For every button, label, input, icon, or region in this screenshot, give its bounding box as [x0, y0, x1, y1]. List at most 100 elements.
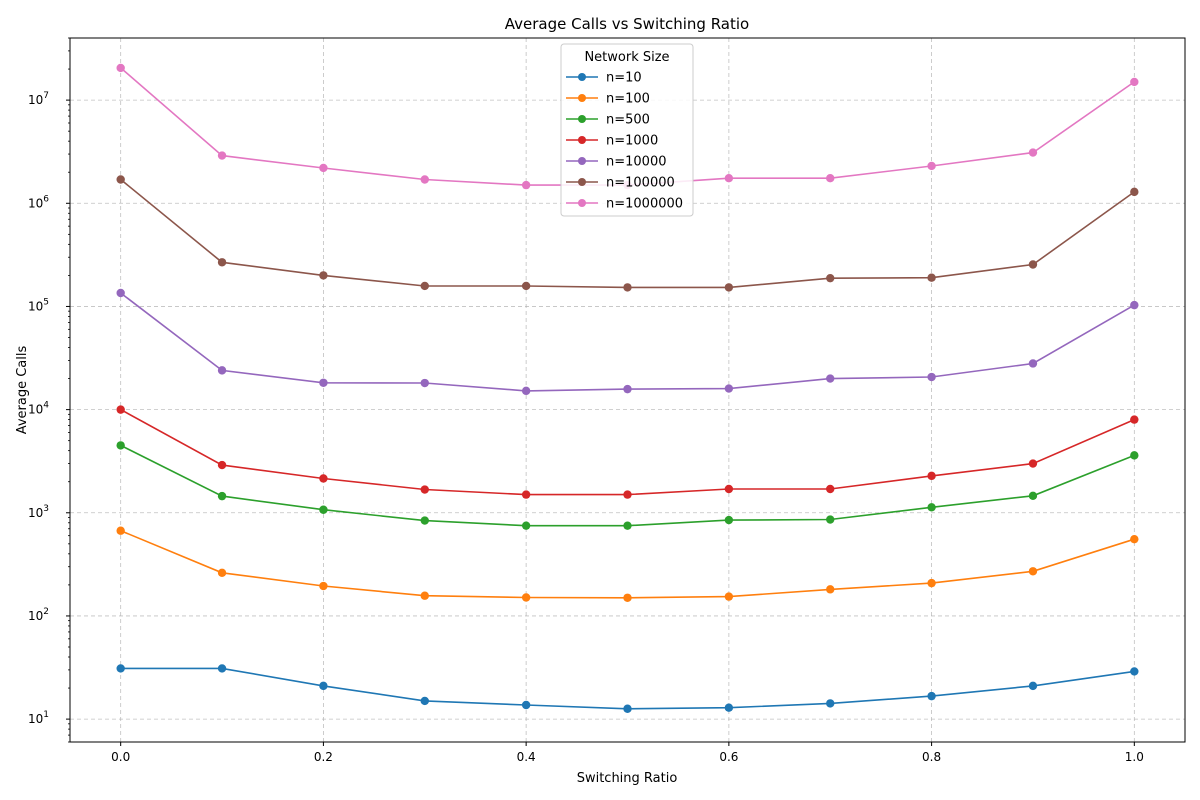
data-point [319, 378, 328, 387]
data-point [724, 384, 734, 393]
data-point [420, 696, 429, 706]
data-point [217, 151, 227, 160]
data-point [420, 516, 429, 525]
data-point [724, 484, 734, 494]
legend-marker [578, 115, 586, 123]
legend-marker [578, 199, 586, 207]
data-point [217, 366, 227, 375]
data-point [1130, 415, 1139, 424]
data-point [623, 384, 632, 394]
y-tick-exponent: 6 [43, 194, 49, 204]
data-point [1028, 148, 1038, 157]
x-tick-label: 0.2 [314, 750, 333, 764]
data-point [116, 405, 125, 414]
data-point [724, 515, 734, 525]
data-point [116, 63, 125, 73]
series-layer [116, 63, 1139, 713]
x-tick-label: 0.0 [111, 750, 130, 764]
series-n=1000 [116, 405, 1139, 499]
x-tick-label: 0.6 [719, 750, 738, 764]
data-point [623, 704, 632, 713]
data-point [927, 372, 936, 382]
chart-title: Average Calls vs Switching Ratio [505, 15, 749, 33]
legend-frame [560, 43, 694, 217]
data-point [1130, 77, 1139, 87]
data-point [217, 258, 227, 267]
legend-label: n=10 [606, 71, 642, 86]
data-point [927, 578, 936, 588]
data-point [217, 491, 227, 501]
legend-label: n=1000 [606, 134, 658, 149]
x-tick-label: 0.8 [922, 750, 941, 764]
data-point [1028, 491, 1038, 501]
data-point [1028, 260, 1038, 269]
data-point [1028, 359, 1038, 368]
data-point [116, 526, 125, 535]
legend-label: n=1000000 [606, 197, 683, 212]
x-tick-label: 0.4 [517, 750, 536, 764]
legend-marker [578, 136, 586, 144]
data-point [521, 700, 531, 710]
data-point [319, 163, 328, 173]
data-point [623, 490, 632, 499]
data-point [724, 283, 734, 292]
data-point [1130, 534, 1139, 544]
y-tick-exponent: 3 [43, 504, 49, 514]
plot-frame [69, 37, 1186, 743]
y-tick-exponent: 1 [43, 710, 49, 720]
legend-label: n=10000 [606, 155, 667, 170]
data-point [217, 460, 227, 470]
y-tick-exponent: 2 [43, 607, 49, 617]
data-point [116, 288, 125, 298]
data-point [420, 175, 429, 184]
data-point [521, 180, 531, 190]
x-axis-label: Switching Ratio [577, 771, 678, 786]
legend-marker [578, 157, 586, 165]
data-point [724, 592, 734, 601]
data-point [927, 471, 936, 481]
data-point [116, 175, 125, 184]
legend-marker [578, 94, 586, 102]
data-point [927, 161, 936, 171]
data-point [826, 515, 835, 524]
data-point [1028, 459, 1038, 468]
data-point [521, 521, 531, 530]
series-n=10000 [116, 288, 1139, 396]
series-n=100000 [116, 175, 1139, 292]
data-point [116, 664, 125, 673]
series-n=500 [116, 441, 1139, 530]
legend: Network Size n=10 n=100 n=500 n=1000 n=10000… [560, 43, 694, 217]
data-point [623, 521, 632, 530]
data-point [319, 681, 328, 691]
data-point [217, 664, 227, 673]
data-point [217, 568, 227, 577]
data-point [826, 484, 835, 494]
data-point [116, 441, 125, 450]
x-axis: 0.0 0.2 0.4 0.6 0.8 1.0 [111, 742, 1144, 764]
y-axis-label: Average Calls [15, 345, 30, 434]
data-point [319, 505, 328, 514]
data-point [1130, 187, 1139, 197]
legend-label: n=100 [606, 92, 650, 107]
data-point [826, 699, 835, 708]
data-point [826, 174, 835, 183]
series-n=10 [116, 664, 1139, 713]
legend-label: n=100000 [606, 176, 675, 191]
data-point [724, 174, 734, 183]
legend-title: Network Size [584, 50, 669, 65]
data-point [826, 374, 835, 383]
data-point [826, 273, 835, 283]
data-point [319, 271, 328, 280]
data-point [927, 691, 936, 701]
data-point [927, 273, 936, 282]
data-point [1130, 667, 1139, 676]
data-point [1028, 567, 1038, 576]
data-point [623, 593, 632, 602]
data-point [420, 378, 429, 388]
data-point [521, 490, 531, 499]
y-tick-exponent: 7 [43, 91, 49, 101]
legend-marker [578, 178, 586, 186]
data-point [1130, 300, 1139, 310]
data-point [826, 585, 835, 594]
